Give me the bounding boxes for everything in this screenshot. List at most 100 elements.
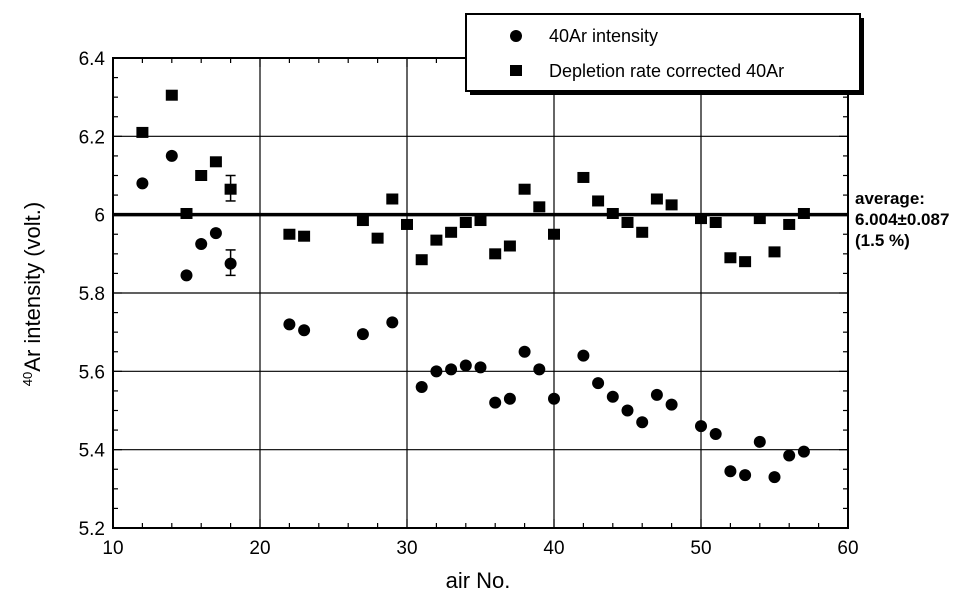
data-point-square (709, 217, 722, 228)
data-point-circle (474, 361, 487, 374)
data-point-circle (298, 324, 311, 337)
series-layer (136, 89, 810, 484)
y-axis-title-main: Ar intensity (volt.) (20, 202, 45, 372)
y-tick-label: 5.8 (79, 284, 105, 305)
data-point-square (386, 193, 399, 205)
legend: 40Ar intensity Depletion rate corrected … (465, 13, 864, 95)
data-point-square (577, 171, 590, 183)
average-value: 6.004±0.087 (855, 210, 949, 229)
data-point-square (136, 126, 149, 138)
data-point-square (430, 234, 443, 246)
data-point-square (783, 218, 796, 230)
y-tick-label: 5.4 (79, 441, 106, 462)
data-point-circle (430, 365, 443, 378)
data-point-square (298, 230, 311, 242)
data-point-circle (136, 177, 149, 190)
data-point-circle (283, 318, 296, 331)
x-tick-label: 50 (690, 538, 711, 559)
data-point-square (356, 215, 369, 227)
data-point-circle (783, 449, 796, 462)
y-axis-title: 40Ar intensity (volt.) (20, 202, 45, 386)
data-point-square (548, 228, 560, 240)
data-point-circle (386, 316, 399, 329)
data-point-circle (621, 404, 634, 417)
y-tick-label: 5.6 (79, 362, 105, 383)
data-point-square (650, 193, 663, 205)
data-point-square (165, 89, 178, 101)
data-point-circle (415, 381, 428, 393)
data-point-circle (356, 328, 369, 341)
data-point-circle (195, 238, 208, 251)
data-point-square (606, 207, 619, 219)
x-tick-label: 60 (837, 538, 858, 559)
x-tick-label: 20 (249, 538, 270, 559)
y-tick-labels: 5.2 5.4 5.6 5.8 6 6.2 6.4 (79, 49, 106, 540)
data-point-circle (636, 416, 649, 429)
grid-layer (113, 58, 848, 528)
y-tick-label: 6.2 (79, 127, 105, 148)
data-point-square (739, 256, 752, 268)
data-point-circle (709, 428, 722, 440)
y-tick-label: 6 (94, 206, 105, 227)
x-tick-label: 40 (543, 538, 564, 559)
data-point-square (415, 254, 428, 266)
data-point-square (753, 213, 766, 225)
x-axis-title: air No. (446, 568, 511, 593)
data-point-circle (180, 269, 193, 282)
average-label: average: (855, 189, 925, 208)
data-point-square (695, 213, 707, 225)
data-point-circle (445, 363, 458, 376)
data-point-circle (724, 465, 737, 478)
data-point-square (621, 217, 634, 228)
x-tick-label: 30 (396, 538, 417, 559)
data-point-square (445, 226, 458, 238)
legend-label-series-2: Depletion rate corrected 40Ar (549, 61, 784, 81)
data-point-circle (165, 149, 178, 162)
data-point-square (768, 246, 781, 258)
data-point-square (724, 252, 737, 264)
x-tick-labels: 10 20 30 40 50 60 (102, 538, 858, 559)
data-point-square (459, 217, 472, 228)
data-point-circle (650, 388, 663, 401)
data-point-square (283, 228, 296, 240)
data-point-square (797, 207, 810, 219)
data-point-circle (224, 257, 237, 270)
data-point-square (665, 199, 678, 211)
average-annotation: average: 6.004±0.087 (1.5 %) (855, 189, 949, 250)
data-point-square (636, 226, 649, 238)
data-point-circle (592, 377, 605, 390)
data-point-circle (518, 345, 531, 358)
data-point-square (518, 183, 531, 195)
data-point-square (180, 207, 193, 219)
data-point-circle (695, 420, 707, 433)
data-point-circle (209, 227, 222, 240)
data-point-square (533, 201, 546, 213)
data-point-circle (503, 392, 516, 405)
data-point-square (592, 195, 605, 207)
y-tick-label: 5.2 (79, 519, 105, 540)
data-point-circle (533, 363, 546, 376)
data-point-square (401, 218, 413, 230)
legend-marker-circle (510, 30, 522, 42)
data-point-circle (797, 445, 810, 458)
data-point-circle (459, 359, 472, 372)
y-axis-title-superscript: 40 (20, 372, 35, 386)
data-point-square (474, 215, 487, 227)
data-point-circle (548, 392, 560, 405)
data-point-circle (489, 396, 502, 409)
data-point-circle (665, 398, 678, 411)
x-tick-label: 10 (102, 538, 123, 559)
data-point-square (503, 240, 516, 252)
legend-shadow-bottom (470, 91, 864, 95)
data-point-square (489, 248, 502, 260)
legend-label-series-1: 40Ar intensity (549, 26, 658, 46)
data-point-square (371, 232, 384, 244)
data-point-circle (577, 349, 590, 362)
legend-shadow-right (860, 18, 864, 95)
data-point-circle (739, 469, 752, 482)
average-percent: (1.5 %) (855, 231, 910, 250)
data-point-circle (606, 390, 619, 403)
data-point-square (209, 156, 222, 168)
